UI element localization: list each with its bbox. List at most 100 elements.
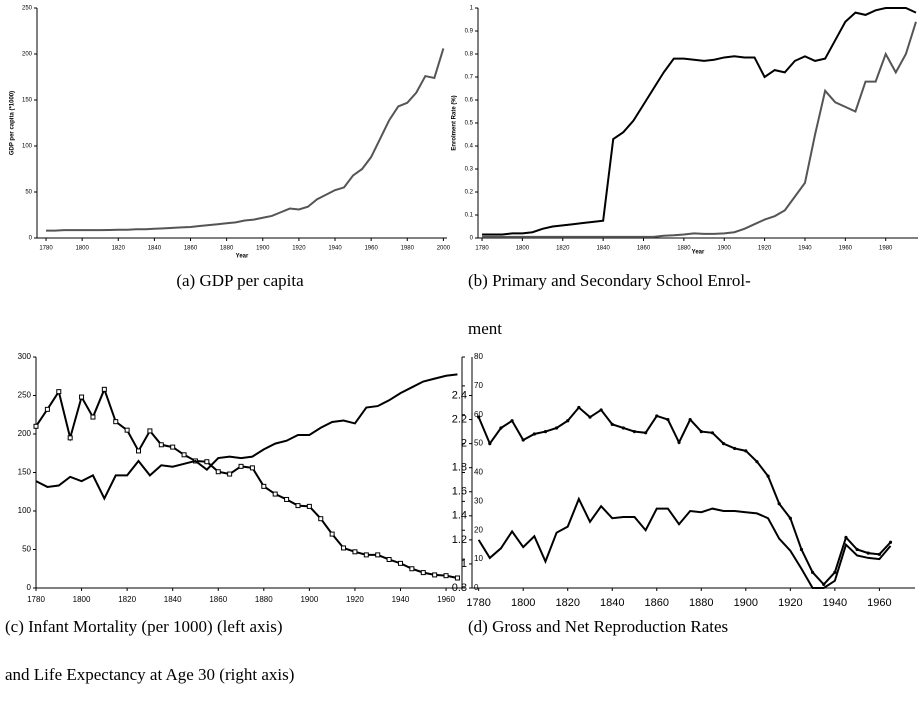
y-tick-label: 0.9	[465, 29, 474, 35]
x-tick-label: 1860	[184, 246, 198, 252]
y-axis-title: Enrolment Rate (%)	[452, 95, 458, 150]
marker	[306, 503, 312, 509]
y-axis-title: GDP per capita (*1000)	[10, 91, 16, 155]
marker	[375, 552, 381, 558]
x-tick-label: 1860	[645, 597, 669, 609]
x-tick-label: 1920	[346, 595, 364, 604]
marker	[44, 406, 50, 412]
marker	[454, 575, 460, 581]
y-tick-label: 1.6	[452, 486, 467, 498]
y2-tick-label: 10	[474, 554, 483, 563]
x-tick-label: 1940	[328, 246, 342, 252]
x-tick-label: 1780	[39, 246, 53, 252]
series-line	[482, 7, 917, 236]
x-tick-label: 1840	[600, 597, 624, 609]
y-tick-label: 100	[22, 144, 33, 150]
x-axis-title: Year	[236, 254, 249, 260]
marker	[170, 444, 176, 450]
marker	[33, 423, 39, 429]
y-tick-label: 1.2	[452, 534, 467, 546]
x-tick-label: 1980	[879, 246, 893, 252]
x-tick-label: 1940	[823, 597, 847, 609]
marker	[655, 414, 659, 418]
x-tick-label: 1940	[392, 595, 410, 604]
marker	[532, 432, 536, 436]
x-tick-label: 1800	[511, 597, 535, 609]
y-tick-label: 0.6	[465, 98, 474, 104]
y2-tick-label: 30	[474, 496, 483, 505]
x-tick-label: 1960	[867, 597, 891, 609]
marker	[543, 429, 548, 434]
marker	[632, 429, 637, 434]
x-tick-label: 1820	[555, 597, 579, 609]
marker	[499, 426, 503, 430]
x-tick-label: 1960	[437, 595, 455, 604]
x-tick-label: 1860	[637, 246, 651, 252]
caption: (a) GDP per capita	[176, 271, 304, 290]
marker	[215, 469, 221, 475]
marker	[844, 535, 848, 540]
y2-tick-label: 40	[474, 468, 483, 477]
marker	[855, 547, 859, 552]
marker	[755, 460, 759, 464]
y-tick-label: 50	[25, 190, 32, 196]
marker	[621, 426, 625, 430]
x-tick-label: 2000	[437, 246, 451, 252]
y-tick-label: 150	[18, 468, 32, 477]
y-tick-label: 150	[22, 98, 33, 104]
x-tick-label: 1780	[475, 246, 489, 252]
marker	[56, 389, 62, 395]
marker	[599, 408, 603, 412]
y-tick-label: 250	[18, 391, 32, 400]
x-tick-label: 1840	[164, 595, 182, 604]
marker	[788, 516, 792, 520]
y-tick-label: 250	[22, 6, 33, 12]
x-tick-label: 1840	[596, 246, 610, 252]
caption: (b) Primary and Secondary School Enrol-	[468, 271, 751, 290]
marker	[677, 440, 681, 445]
y-tick-label: 200	[22, 52, 33, 58]
marker	[204, 459, 210, 465]
marker	[688, 417, 692, 422]
marker	[79, 394, 85, 400]
marker	[158, 442, 164, 448]
x-tick-label: 1980	[401, 246, 415, 252]
y-tick-label: 1.8	[452, 462, 467, 474]
x-tick-label: 1860	[209, 595, 227, 604]
marker	[409, 566, 415, 572]
marker	[67, 435, 73, 441]
y2-tick-label: 20	[474, 525, 483, 534]
series-line	[46, 48, 445, 232]
y-tick-label: 0.5	[465, 121, 474, 127]
y-tick-label: 2.2	[452, 413, 467, 425]
x-tick-label: 1820	[112, 246, 126, 252]
x-axis-title: Year	[692, 250, 705, 256]
x-tick-label: 1820	[118, 595, 136, 604]
marker	[101, 386, 107, 392]
x-tick-label: 1900	[718, 246, 732, 252]
marker	[721, 442, 726, 446]
x-tick-label: 1880	[677, 246, 691, 252]
marker	[432, 572, 438, 578]
marker	[521, 438, 525, 442]
x-tick-label: 1820	[556, 246, 570, 252]
series-line	[477, 496, 892, 589]
series-line	[477, 406, 892, 586]
y-tick-label: 0.4	[465, 144, 474, 150]
x-tick-label: 1900	[734, 597, 758, 609]
y-tick-label: 200	[18, 429, 32, 438]
x-tick-label: 1880	[689, 597, 713, 609]
marker	[822, 582, 826, 586]
marker	[420, 570, 426, 576]
marker	[284, 496, 290, 502]
x-tick-label: 1920	[758, 246, 772, 252]
x-tick-label: 1960	[364, 246, 378, 252]
marker	[744, 449, 748, 453]
marker	[341, 545, 347, 551]
caption: and Life Expectancy at Age 30 (right axi…	[5, 665, 294, 684]
marker	[699, 429, 703, 434]
x-tick-label: 1960	[839, 246, 853, 252]
y-tick-label: 0.8	[465, 52, 474, 58]
marker	[733, 446, 737, 451]
x-tick-label: 1940	[798, 246, 812, 252]
